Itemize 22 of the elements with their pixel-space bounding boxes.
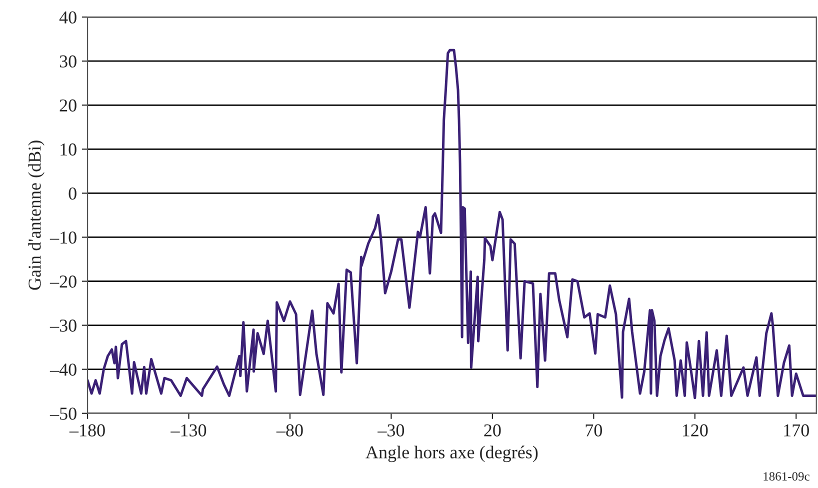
y-tick-label: 0 (68, 187, 76, 200)
y-axis-title: Gain d'antenne (dBi) (28, 140, 44, 290)
y-tick-label: –50 (50, 408, 76, 420)
y-tick-label: –40 (50, 364, 76, 376)
y-tick-label: –10 (50, 231, 76, 244)
x-tick-label: 120 (682, 424, 708, 436)
x-tick-label: –180 (69, 424, 105, 436)
x-axis-title: Angle hors axe (degrés) (366, 446, 538, 462)
x-tick-label: 20 (484, 424, 501, 436)
text: 1861-09c (764, 472, 810, 481)
y-tick-label: 30 (60, 55, 76, 68)
line-series (88, 48, 816, 400)
y-tick-label: –30 (50, 320, 76, 332)
x-tick-label: –30 (378, 424, 404, 436)
y-tick-label: –20 (50, 276, 76, 288)
y-tick-label: 10 (60, 143, 76, 156)
y-tick-label: 20 (60, 99, 76, 112)
y-tick-label: 40 (59, 11, 76, 24)
x-tick-label: 70 (586, 424, 602, 436)
x-tick-label: 170 (784, 424, 809, 436)
x-tick-label: –80 (276, 424, 303, 436)
x-tick-label: –130 (170, 424, 206, 436)
